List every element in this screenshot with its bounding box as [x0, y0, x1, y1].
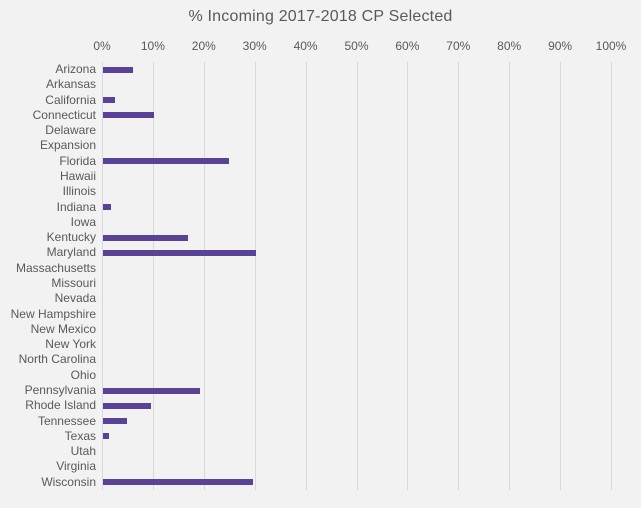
bar-row — [102, 138, 611, 153]
category-label: Nevada — [54, 291, 96, 306]
category-label: Virginia — [56, 459, 96, 474]
bar-row — [102, 200, 611, 215]
bar-row — [102, 108, 611, 123]
gridline — [458, 62, 460, 490]
category-label: Illinois — [62, 184, 96, 199]
bar-row — [102, 337, 611, 352]
plot-area — [102, 62, 612, 490]
gridline — [560, 62, 562, 490]
bar-row — [102, 444, 611, 459]
bar-row — [102, 93, 611, 108]
bar-row — [102, 398, 611, 413]
category-label: Expansion — [39, 138, 96, 153]
bar-row — [102, 276, 611, 291]
y-axis-category-labels: Arizona Arkansas California Connecticut Dela… — [0, 62, 96, 490]
gridline — [152, 62, 154, 490]
category-label: Massachusetts — [15, 260, 96, 275]
bar-row — [102, 184, 611, 199]
bar-row — [102, 291, 611, 306]
x-tick-label: 70% — [446, 39, 471, 53]
category-label: Utah — [70, 444, 96, 459]
bar-row — [102, 383, 611, 398]
x-tick-label: 50% — [344, 39, 369, 53]
bar-row — [102, 307, 611, 322]
category-label: Connecticut — [32, 107, 96, 122]
bar — [103, 97, 115, 104]
bar-row — [102, 154, 611, 169]
x-tick-label: 60% — [395, 39, 420, 53]
category-label: Kentucky — [46, 230, 96, 245]
bar-row — [102, 245, 611, 260]
category-label: Wisconsin — [41, 474, 96, 489]
category-label: Maryland — [46, 245, 96, 260]
bar-row — [102, 475, 611, 490]
bar-row — [102, 414, 611, 429]
bar-row — [102, 459, 611, 474]
bar-row — [102, 215, 611, 230]
category-label: California — [45, 92, 96, 107]
category-label: Ohio — [70, 367, 96, 382]
category-label: Florida — [59, 153, 96, 168]
x-tick-label: 40% — [293, 39, 318, 53]
bar — [103, 66, 133, 73]
category-label: New Mexico — [30, 321, 96, 336]
bar-row — [102, 230, 611, 245]
bar-row — [102, 77, 611, 92]
bar-row — [102, 62, 611, 77]
bar — [103, 387, 201, 394]
bar-row — [102, 429, 611, 444]
gridline — [407, 62, 409, 490]
gridline — [203, 62, 205, 490]
gridline — [254, 62, 256, 490]
category-label: North Carolina — [18, 352, 96, 367]
x-tick-label: 20% — [191, 39, 216, 53]
category-label: Arizona — [55, 62, 96, 76]
category-label: Arkansas — [45, 77, 96, 92]
category-label: Indiana — [56, 199, 96, 214]
category-label: Texas — [64, 428, 96, 443]
bar — [103, 112, 154, 119]
gridline — [509, 62, 511, 490]
gridline — [102, 62, 103, 490]
bar-row — [102, 368, 611, 383]
category-label: Missouri — [51, 276, 96, 290]
x-tick-label: 10% — [140, 39, 165, 53]
bar — [103, 204, 111, 211]
x-tick-label: 100% — [595, 39, 627, 53]
bar-row — [102, 169, 611, 184]
x-tick-label: 80% — [497, 39, 522, 53]
bar — [103, 418, 127, 425]
bar — [103, 479, 253, 486]
category-label: New York — [45, 337, 96, 352]
bar — [103, 402, 151, 409]
bar-row — [102, 352, 611, 367]
bar — [103, 433, 110, 440]
category-label: Delaware — [45, 123, 96, 138]
x-tick-label: 0% — [93, 39, 111, 53]
category-label: Pennsylvania — [24, 383, 96, 397]
category-label: Iowa — [70, 214, 96, 229]
x-tick-label: 30% — [242, 39, 267, 53]
category-label: Rhode Island — [25, 398, 96, 413]
category-label: New Hampshire — [10, 306, 96, 321]
x-axis: 0% 10% 20% 30% 40% 50% 60% 70% 80% 90% 100% — [93, 38, 626, 54]
bar-row — [102, 322, 611, 337]
bar-row — [102, 123, 611, 138]
gridline — [611, 62, 612, 490]
category-label: Hawaii — [59, 169, 96, 183]
x-tick-label: 90% — [548, 39, 573, 53]
bar — [103, 250, 256, 257]
bar-row — [102, 261, 611, 276]
bar — [103, 158, 229, 165]
category-label: Tennessee — [37, 413, 96, 428]
bar — [103, 234, 188, 241]
chart-title: % Incoming 2017-2018 CP Selected — [188, 8, 453, 25]
gridline — [305, 62, 307, 490]
gridline — [356, 62, 358, 490]
